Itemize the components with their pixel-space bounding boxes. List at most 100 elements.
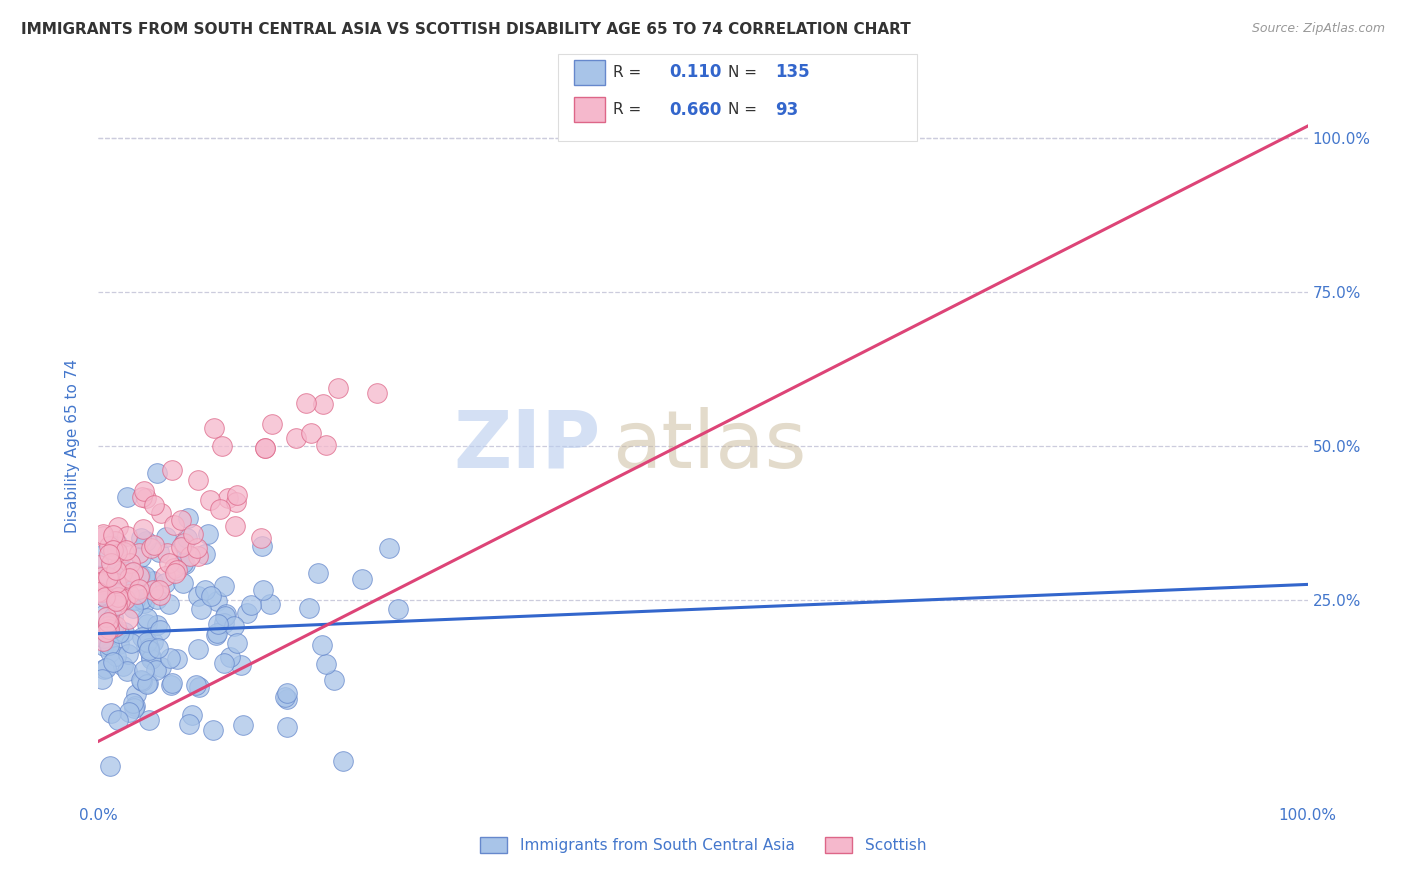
Point — [177, 716, 200, 731]
Point — [108, 594, 131, 608]
Point — [117, 491, 139, 505]
Point — [387, 601, 409, 615]
Point — [294, 395, 316, 409]
Point — [134, 483, 156, 498]
Text: 135: 135 — [775, 63, 810, 81]
Point — [217, 491, 239, 505]
Point — [104, 533, 127, 548]
Point — [141, 650, 163, 665]
Point — [117, 612, 139, 626]
Point — [172, 576, 194, 591]
Point — [202, 421, 225, 435]
Point — [107, 519, 129, 533]
Point — [181, 708, 204, 723]
Point — [108, 637, 131, 651]
Point — [93, 639, 115, 653]
Point — [139, 652, 162, 666]
Point — [350, 572, 373, 586]
Point — [159, 651, 181, 665]
Point — [141, 583, 163, 598]
Point — [177, 511, 200, 525]
Point — [240, 598, 263, 612]
Point — [149, 588, 172, 602]
Point — [260, 417, 283, 432]
Point — [128, 582, 150, 596]
Point — [252, 539, 274, 553]
Point — [170, 513, 193, 527]
Point — [93, 662, 115, 676]
Point — [129, 567, 152, 582]
Point — [87, 549, 110, 563]
Point — [118, 587, 141, 601]
Point — [332, 754, 354, 768]
Point — [98, 759, 121, 773]
Point — [323, 673, 346, 687]
Point — [145, 663, 167, 677]
Point — [276, 720, 298, 734]
Point — [125, 687, 148, 701]
Point — [200, 590, 222, 604]
Point — [187, 549, 209, 563]
Point — [366, 386, 388, 401]
Point — [135, 638, 157, 652]
Point — [149, 506, 172, 520]
Point — [87, 558, 110, 573]
Point — [212, 616, 235, 631]
Point — [90, 577, 112, 591]
Point — [138, 640, 160, 655]
Point — [149, 623, 172, 637]
Text: N =: N = — [728, 65, 758, 79]
Point — [187, 589, 209, 603]
Point — [103, 570, 125, 584]
Point — [104, 539, 127, 553]
Text: atlas: atlas — [613, 407, 807, 485]
Point — [101, 656, 124, 670]
Point — [112, 574, 135, 588]
Point — [155, 576, 177, 591]
Point — [205, 625, 228, 640]
Point — [141, 541, 163, 555]
Point — [315, 438, 337, 452]
Point — [165, 566, 187, 580]
Point — [129, 531, 152, 545]
Text: Source: ZipAtlas.com: Source: ZipAtlas.com — [1251, 22, 1385, 36]
Point — [121, 636, 143, 650]
Point — [93, 574, 115, 589]
Legend: Immigrants from South Central Asia, Scottish: Immigrants from South Central Asia, Scot… — [474, 830, 932, 859]
Point — [153, 569, 176, 583]
Point — [117, 571, 139, 585]
Point — [163, 517, 186, 532]
Point — [235, 606, 257, 620]
Point — [93, 582, 115, 596]
Point — [198, 493, 221, 508]
Point — [174, 557, 197, 571]
Point — [326, 381, 349, 395]
Point — [145, 466, 167, 480]
Point — [121, 696, 143, 710]
Point — [131, 592, 153, 607]
Point — [114, 591, 136, 606]
Point — [311, 638, 333, 652]
Point — [122, 600, 145, 615]
Point — [145, 618, 167, 632]
Point — [231, 657, 253, 672]
Point — [186, 541, 208, 556]
Point — [87, 585, 110, 599]
Point — [112, 625, 135, 640]
Point — [98, 540, 121, 554]
Point — [97, 569, 120, 583]
Point — [90, 570, 112, 584]
Point — [98, 589, 121, 603]
Point — [204, 628, 226, 642]
Point — [211, 439, 233, 453]
Point — [98, 645, 121, 659]
Point — [190, 601, 212, 615]
Point — [157, 597, 180, 611]
Point — [90, 588, 112, 602]
Point — [136, 611, 159, 625]
Point — [179, 549, 201, 564]
Point — [94, 591, 117, 605]
Point — [108, 559, 131, 574]
Point — [315, 657, 337, 672]
Point — [134, 663, 156, 677]
